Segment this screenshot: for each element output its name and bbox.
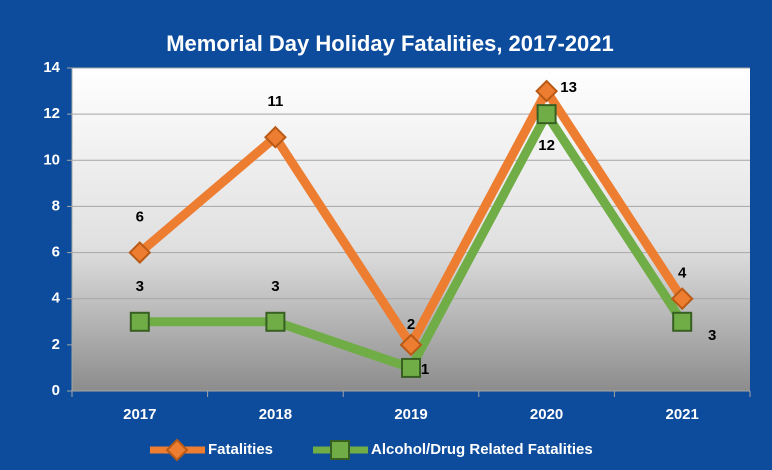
data-label: 3: [708, 327, 716, 344]
chart-title: Memorial Day Holiday Fatalities, 2017-20…: [166, 31, 614, 56]
y-tick-label: 4: [52, 290, 61, 307]
legend-marker: [330, 440, 351, 460]
data-point: [670, 287, 694, 311]
y-tick-label: 10: [43, 151, 60, 168]
y-tick-label: 0: [52, 382, 60, 399]
y-tick-label: 8: [52, 197, 60, 214]
data-label: 2: [407, 316, 415, 333]
legend-marker: [165, 438, 189, 462]
data-point: [263, 125, 287, 149]
legend-label: Fatalities: [208, 441, 273, 458]
data-label: 4: [678, 265, 687, 282]
data-point: [672, 311, 693, 332]
data-point: [399, 333, 423, 357]
y-tick-label: 6: [52, 244, 60, 261]
x-tick-label: 2021: [666, 406, 699, 423]
data-label: 3: [271, 278, 279, 295]
y-tick-label: 12: [43, 105, 60, 122]
data-point: [536, 104, 557, 125]
y-tick-label: 2: [52, 336, 60, 353]
legend-label: Alcohol/Drug Related Fatalities: [371, 441, 593, 458]
data-point: [265, 311, 286, 332]
data-point: [129, 311, 150, 332]
x-tick-label: 2017: [123, 406, 156, 423]
data-label: 1: [421, 361, 429, 378]
data-point: [401, 357, 421, 378]
data-label: 13: [560, 79, 577, 96]
x-tick-label: 2019: [394, 406, 427, 423]
x-tick-label: 2018: [259, 406, 292, 423]
data-label: 3: [136, 278, 144, 295]
data-point: [128, 241, 152, 264]
data-label: 11: [267, 93, 283, 110]
data-label: 12: [538, 137, 555, 154]
x-tick-label: 2020: [530, 406, 563, 423]
y-tick-label: 14: [43, 59, 60, 76]
data-label: 6: [136, 209, 144, 226]
data-point: [535, 79, 559, 103]
